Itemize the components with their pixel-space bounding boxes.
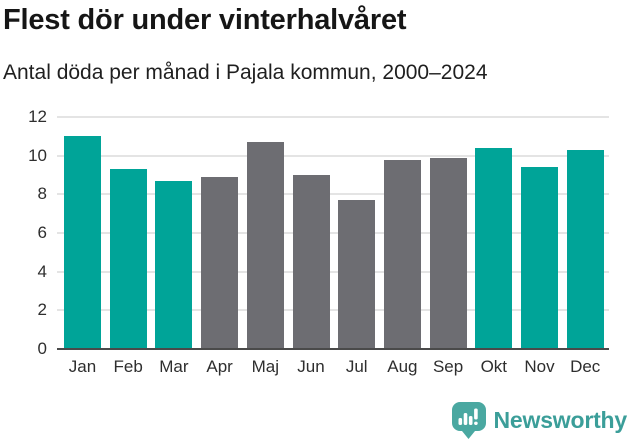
gridline-y-10 (57, 154, 609, 157)
x-tick-label-feb: Feb (113, 357, 143, 376)
gridline-y-2 (57, 309, 609, 312)
x-tick-label-jul: Jul (345, 357, 368, 376)
newsworthy-logo-icon (451, 402, 486, 439)
x-tick-label-dec: Dec (570, 357, 601, 376)
bar-sep (429, 157, 467, 349)
x-tick-label-okt: Okt (480, 357, 508, 376)
y-tick-label-2: 2 (37, 300, 47, 320)
newsworthy-brand-text: Newsworthy (493, 407, 628, 433)
x-tick-label-maj: Maj (251, 357, 279, 376)
bar-aug (383, 159, 421, 349)
chart-title: Flest dör under vinterhalvåret (3, 4, 407, 36)
bar-apr (201, 176, 239, 349)
gridline-y-12 (57, 116, 609, 118)
gridline-y-4 (57, 270, 609, 273)
y-tick-label-6: 6 (37, 223, 47, 242)
bar-maj (246, 142, 284, 349)
y-tick-label-10: 10 (28, 145, 47, 165)
bar-okt (475, 147, 513, 349)
chart-subtitle: Antal döda per månad i Pajala kommun, 20… (3, 61, 488, 84)
brand-footer: Newsworthy (451, 402, 628, 439)
plot-area (57, 116, 609, 350)
bar-mar (155, 180, 193, 349)
x-tick-label-mar: Mar (159, 357, 189, 376)
y-tick-label-0: 0 (37, 339, 47, 358)
x-tick-label-aug: Aug (387, 357, 418, 376)
x-tick-label-sep: Sep (432, 357, 464, 376)
y-tick-label-8: 8 (37, 184, 47, 204)
x-tick-label-apr: Apr (206, 357, 233, 376)
bar-feb (109, 169, 147, 349)
bar-jan (64, 136, 101, 349)
bar-jun (292, 175, 330, 349)
bar-nov (521, 167, 558, 349)
gridline-y-6 (57, 232, 609, 234)
y-tick-label-4: 4 (37, 261, 47, 281)
x-axis-line (57, 348, 609, 350)
x-tick-label-jan: Jan (68, 357, 97, 376)
bar-dec (566, 149, 604, 349)
gridline-y-8 (57, 193, 609, 196)
x-tick-label-jun: Jun (297, 357, 325, 376)
bar-jul (338, 200, 376, 349)
x-tick-label-nov: Nov (524, 357, 555, 376)
y-tick-label-12: 12 (28, 107, 47, 126)
